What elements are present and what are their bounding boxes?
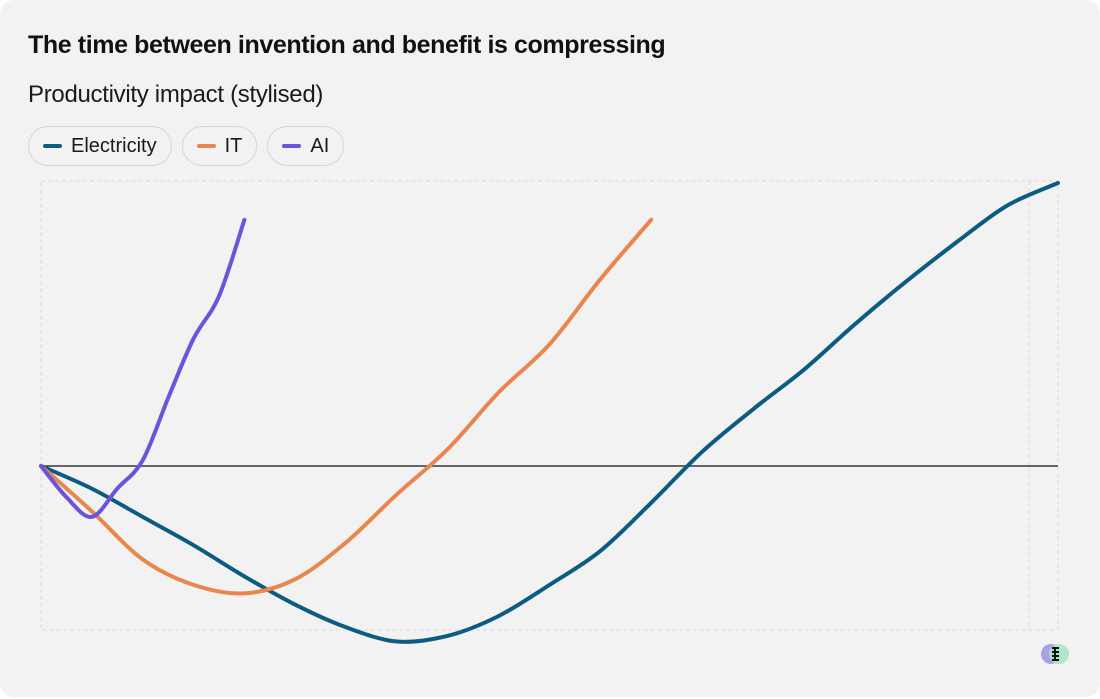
legend-swatch-ai bbox=[282, 144, 302, 148]
legend-label-it: IT bbox=[224, 134, 243, 157]
legend-label-ai: AI bbox=[310, 134, 330, 157]
brand-logo-icon bbox=[1041, 644, 1069, 664]
legend-label-electricity: Electricity bbox=[71, 134, 157, 157]
legend-swatch-it bbox=[196, 144, 216, 148]
chart-subtitle: Productivity impact (stylised) bbox=[28, 81, 324, 108]
legend: Electricity IT AI bbox=[28, 126, 345, 166]
series-layer bbox=[39, 181, 1060, 644]
series-line-electricity bbox=[39, 181, 1060, 644]
series-line-it bbox=[39, 217, 654, 596]
series-line-ai bbox=[39, 217, 247, 519]
legend-item-electricity[interactable]: Electricity bbox=[28, 126, 172, 166]
legend-item-it[interactable]: IT bbox=[181, 126, 258, 166]
chart-title: The time between invention and benefit i… bbox=[28, 31, 666, 59]
legend-swatch-electricity bbox=[43, 144, 62, 148]
plot-area-border bbox=[40, 180, 1059, 631]
legend-item-ai[interactable]: AI bbox=[267, 126, 345, 166]
